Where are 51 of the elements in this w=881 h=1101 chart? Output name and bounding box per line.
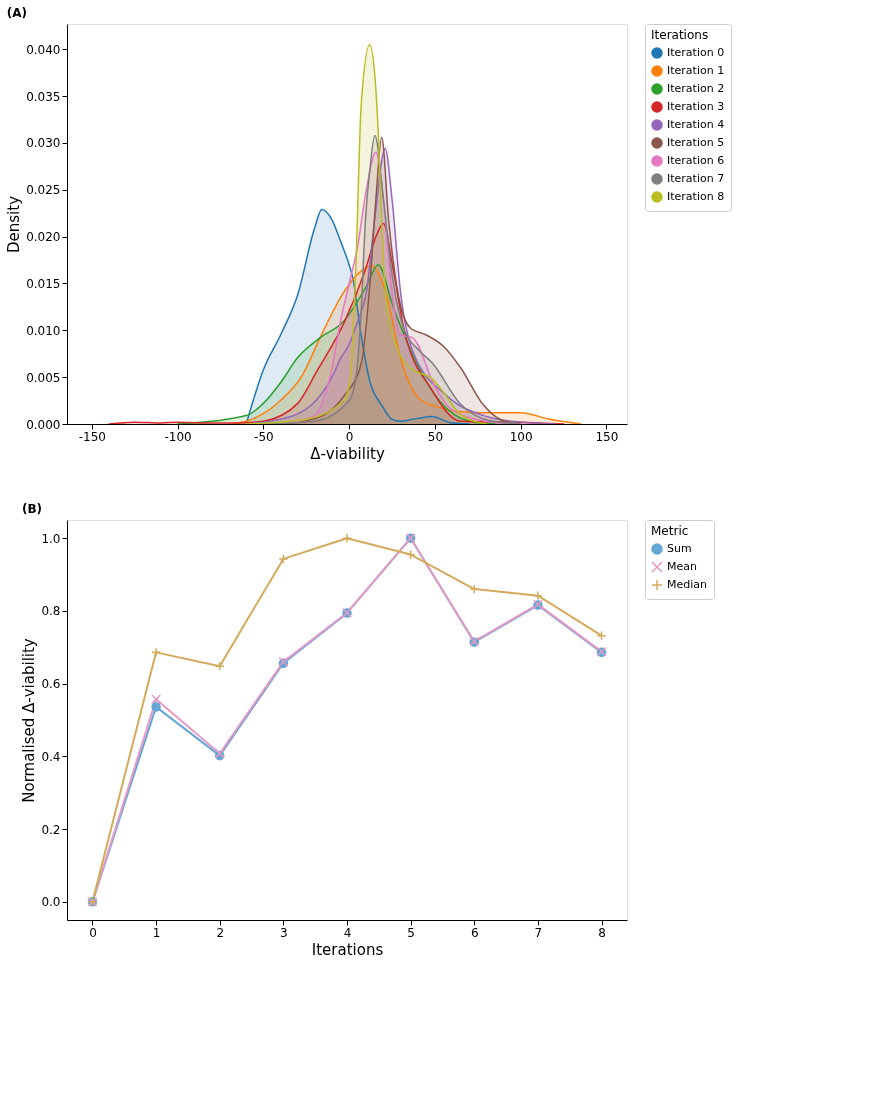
y-tick-label: 0.6 <box>41 677 61 692</box>
x-tick-label: 100 <box>509 429 533 444</box>
legend-label: Iteration 2 <box>667 82 725 95</box>
legend-title: Metric <box>651 524 689 538</box>
y-axis-title: Normalised Δ-viability <box>20 638 39 803</box>
y-tick-label: 0.000 <box>26 417 61 432</box>
y-tick-label: 0.015 <box>26 276 61 291</box>
legend-label: Iteration 3 <box>667 100 725 113</box>
x-tick-label: 50 <box>427 429 444 444</box>
legend-label: Iteration 1 <box>667 64 725 77</box>
x-tick-label: 8 <box>598 925 606 940</box>
legend-label: Iteration 8 <box>667 190 725 203</box>
x-tick-label: 0 <box>89 925 97 940</box>
legend-label: Sum <box>667 542 692 555</box>
y-tick-label: 0.0 <box>41 895 61 910</box>
legend-label: Iteration 5 <box>667 136 725 149</box>
y-tick-label: 0.010 <box>26 323 61 338</box>
y-axis-title: Density <box>5 195 24 254</box>
x-tick-label: 3 <box>280 925 288 940</box>
y-tick-label: 1.0 <box>41 531 61 546</box>
y-tick-label: 0.2 <box>41 822 61 837</box>
chart-title: (B) <box>21 501 43 516</box>
x-tick-label: 5 <box>407 925 415 940</box>
legend-label: Iteration 4 <box>667 118 725 131</box>
x-tick-label: 1 <box>152 925 161 940</box>
x-tick-label: 4 <box>343 925 352 940</box>
y-tick-label: 0.030 <box>26 136 61 151</box>
y-tick-label: 0.035 <box>26 89 61 104</box>
legend-title: Iterations <box>651 28 709 42</box>
x-tick-label: 150 <box>595 429 619 444</box>
y-tick-label: 0.025 <box>26 183 61 198</box>
x-tick-label: -50 <box>254 429 274 444</box>
x-tick-label: 6 <box>470 925 479 940</box>
x-tick-label: 0 <box>345 429 354 444</box>
y-tick-label: 0.4 <box>41 749 61 764</box>
x-axis-title: Δ-viability <box>310 444 385 463</box>
legend-label: Iteration 7 <box>667 172 725 185</box>
x-tick-label: 2 <box>216 925 225 940</box>
y-tick-label: 0.040 <box>26 42 61 57</box>
legend-label: Median <box>667 578 708 591</box>
x-tick-label: -150 <box>78 429 106 444</box>
x-tick-label: 7 <box>534 925 543 940</box>
chart-title: (A) <box>6 5 27 20</box>
y-tick-label: 0.8 <box>41 604 61 619</box>
legend-label: Iteration 6 <box>667 154 725 167</box>
y-tick-label: 0.020 <box>26 230 61 245</box>
x-tick-label: -100 <box>164 429 192 444</box>
legend-label: Iteration 0 <box>667 46 725 59</box>
y-tick-label: 0.005 <box>26 370 61 385</box>
x-axis-title: Iterations <box>311 940 384 959</box>
legend-label: Mean <box>667 560 697 573</box>
